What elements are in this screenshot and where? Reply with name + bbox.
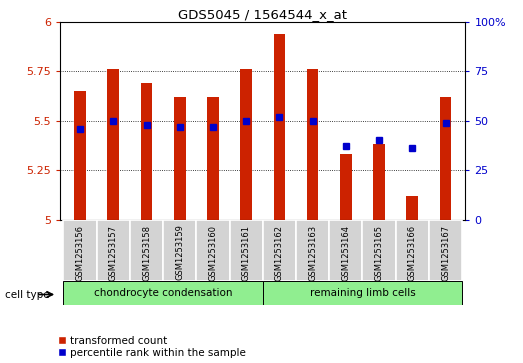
Bar <box>97 220 130 281</box>
Bar <box>440 97 451 220</box>
Text: GSM1253167: GSM1253167 <box>441 225 450 281</box>
Bar <box>340 154 351 220</box>
Text: GSM1253161: GSM1253161 <box>242 225 251 281</box>
Bar <box>196 220 230 281</box>
Bar <box>373 144 385 220</box>
Text: GSM1253158: GSM1253158 <box>142 225 151 281</box>
Text: GSM1253162: GSM1253162 <box>275 225 284 281</box>
Text: remaining limb cells: remaining limb cells <box>310 288 415 298</box>
Bar <box>307 69 319 220</box>
Bar <box>241 69 252 220</box>
Text: chondrocyte condensation: chondrocyte condensation <box>94 288 232 298</box>
Text: GSM1253165: GSM1253165 <box>374 225 383 281</box>
Bar <box>274 34 285 220</box>
Text: GSM1253159: GSM1253159 <box>175 225 184 281</box>
Bar <box>130 220 163 281</box>
Bar <box>108 69 119 220</box>
Bar <box>230 220 263 281</box>
Bar <box>63 281 263 305</box>
Bar <box>263 281 462 305</box>
Text: GSM1253156: GSM1253156 <box>76 225 85 281</box>
Text: cell type: cell type <box>5 290 50 300</box>
Title: GDS5045 / 1564544_x_at: GDS5045 / 1564544_x_at <box>178 8 347 21</box>
Text: GSM1253157: GSM1253157 <box>109 225 118 281</box>
Bar <box>429 220 462 281</box>
Bar <box>141 83 152 220</box>
Bar <box>63 220 97 281</box>
Bar <box>263 220 296 281</box>
Legend: transformed count, percentile rank within the sample: transformed count, percentile rank withi… <box>58 336 246 358</box>
Text: GSM1253160: GSM1253160 <box>209 225 218 281</box>
Text: GSM1253163: GSM1253163 <box>308 225 317 281</box>
Bar <box>396 220 429 281</box>
Bar <box>406 196 418 220</box>
Bar <box>174 97 186 220</box>
Bar <box>362 220 396 281</box>
Bar <box>163 220 196 281</box>
Bar <box>296 220 329 281</box>
Bar <box>74 91 86 220</box>
Text: GSM1253164: GSM1253164 <box>342 225 350 281</box>
Bar <box>329 220 362 281</box>
Bar <box>207 97 219 220</box>
Text: GSM1253166: GSM1253166 <box>408 225 417 281</box>
